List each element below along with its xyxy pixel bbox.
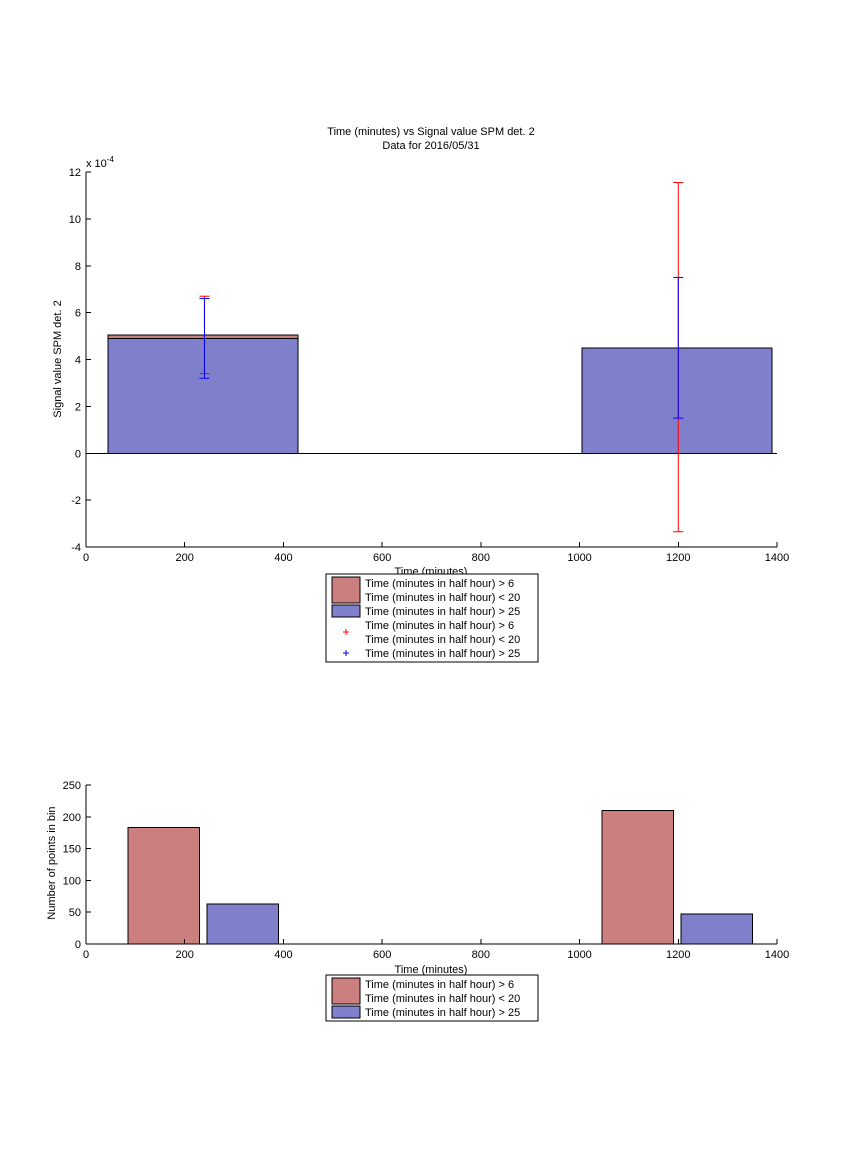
legend-swatch [331, 1005, 361, 1019]
y-tick-label: -4 [71, 542, 81, 554]
axes: 0 200 400 600 800 1000 1200 1400 0 50 100 150 200 250 [63, 780, 790, 961]
legend-swatch [331, 576, 361, 604]
x-tick-label: 800 [472, 949, 490, 961]
chart-subtitle: Data for 2016/05/31 [382, 140, 479, 152]
bar [127, 827, 201, 945]
y-tick-label: -2 [71, 495, 81, 507]
x-tick-label: 800 [472, 552, 490, 564]
y-tick-label: 200 [63, 812, 81, 824]
x-tick-label: 200 [176, 949, 194, 961]
chart-title: Time (minutes) vs Signal value SPM det. … [327, 126, 534, 138]
y-exponent-label: x 10-4 [86, 155, 114, 170]
legend-entry: Time (minutes in half hour) > 25 [331, 1005, 520, 1019]
legend-label: Time (minutes in half hour) > 25 [365, 648, 520, 660]
y-tick-label: 50 [69, 907, 81, 919]
x-tick-label: 0 [83, 552, 89, 564]
bar [601, 809, 674, 945]
x-tick-label: 0 [83, 949, 89, 961]
legend-label: Time (minutes in half hour) > 25 [365, 606, 520, 618]
legend-box [325, 573, 539, 663]
y-tick-label: 0 [75, 939, 81, 951]
y-tick-label: 10 [69, 214, 81, 226]
x-tick-label: 1400 [765, 552, 789, 564]
plot-marks [127, 809, 753, 945]
x-tick-label: 1000 [567, 552, 591, 564]
y-axis-label: Number of points in bin [46, 806, 58, 919]
plot-marks [86, 182, 777, 533]
bar [107, 337, 299, 454]
legend-label: Time (minutes in half hour) < 20 [365, 592, 520, 604]
y-tick-label: 0 [75, 448, 81, 460]
y-tick-label: 8 [75, 261, 81, 273]
x-tick-label: 1200 [666, 949, 690, 961]
x-tick-label: 400 [274, 552, 292, 564]
x-tick-label: 400 [274, 949, 292, 961]
legend-entry: Time (minutes in half hour) > 6 Time (min… [331, 977, 520, 1005]
legend-label: Time (minutes in half hour) > 25 [365, 1007, 520, 1019]
legend-entry: Time (minutes in half hour) > 25 [343, 648, 520, 660]
bar [581, 347, 773, 454]
y-tick-label: 150 [63, 844, 81, 856]
count-chart: Number of points in bin Time (minutes) 0… [46, 780, 790, 1022]
y-tick-label: 250 [63, 780, 81, 792]
legend-swatch [331, 604, 361, 618]
legend: Time (minutes in half hour) > 6 Time (min… [325, 974, 539, 1022]
y-axis-label: Signal value SPM det. 2 [52, 300, 64, 417]
y-tick-label: 4 [75, 355, 81, 367]
signal-chart: Time (minutes) vs Signal value SPM det. … [52, 126, 789, 663]
legend: Time (minutes in half hour) > 6 Time (min… [325, 573, 539, 663]
bar [680, 913, 753, 945]
x-tick-label: 600 [373, 949, 391, 961]
x-tick-label: 1400 [765, 949, 789, 961]
x-axis-label: Time (minutes) [395, 964, 468, 976]
x-tick-label: 1000 [567, 949, 591, 961]
x-tick-label: 1200 [666, 552, 690, 564]
y-tick-label: 2 [75, 401, 81, 413]
axes: 0 200 400 600 800 1000 1200 1400 -4 -2 0 2 4 6 8 10 12 [69, 167, 789, 564]
y-tick-label: 6 [75, 308, 81, 320]
legend-entry: Time (minutes in half hour) > 6 Time (min… [343, 620, 520, 646]
legend-box [325, 974, 539, 1022]
legend-label: Time (minutes in half hour) > 6 [365, 620, 514, 632]
x-tick-label: 600 [373, 552, 391, 564]
legend-entry: Time (minutes in half hour) > 6 Time (min… [331, 576, 520, 604]
y-tick-label: 12 [69, 167, 81, 179]
y-tick-label: 100 [63, 875, 81, 887]
x-tick-label: 200 [176, 552, 194, 564]
legend-label: Time (minutes in half hour) < 20 [365, 993, 520, 1005]
legend-entry: Time (minutes in half hour) > 25 [331, 604, 520, 618]
legend-label: Time (minutes in half hour) > 6 [365, 578, 514, 590]
legend-label: Time (minutes in half hour) > 6 [365, 979, 514, 991]
legend-label: Time (minutes in half hour) < 20 [365, 634, 520, 646]
legend-swatch [331, 977, 361, 1005]
bar [206, 903, 279, 945]
